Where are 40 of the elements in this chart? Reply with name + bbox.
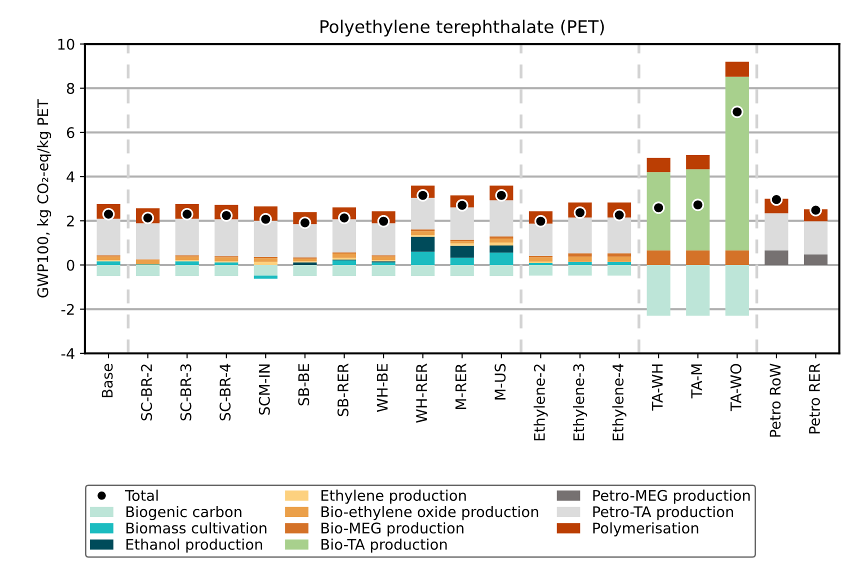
y-tick-label: 8 (66, 82, 74, 94)
x-tick-label: TA-WH (652, 364, 663, 411)
legend-label: Ethanol production (126, 538, 262, 553)
legend-label: Biogenic carbon (126, 506, 242, 520)
x-tick-label: WH-BE (376, 364, 388, 412)
legend-label: Petro-TA production (593, 506, 734, 520)
x-tick-label: M-RER (456, 364, 466, 409)
legend-label: Biomass cultivation (126, 522, 266, 534)
y-tick-label: 6 (66, 127, 74, 138)
x-tick-label: SB-RER (337, 364, 348, 416)
legend-label: Total (124, 490, 158, 501)
x-tick-label: WH-RER (416, 364, 427, 423)
y-tick-label: 4 (66, 172, 74, 182)
x-tick-label: M-US (494, 364, 506, 400)
x-tick-label: SC-BR-3 (180, 364, 192, 420)
legend-label: Petro-MEG production (593, 490, 750, 504)
y-tick-label: 0 (66, 260, 74, 271)
x-tick-label: SCM-IN (258, 364, 270, 415)
x-tick-label: TA-WO (730, 364, 742, 412)
x-tick-label: TA-M (691, 364, 702, 398)
legend-label: Ethylene production (322, 490, 466, 504)
x-tick-label: Ethylene-3 (572, 364, 588, 440)
x-tick-label: SC-BR-2 (141, 364, 152, 420)
x-tick-label: Petro RoW (770, 364, 781, 437)
legend-label: Polymerisation (593, 522, 698, 536)
y-tick-label: 2 (67, 216, 74, 226)
x-tick-label: Petro RER (809, 364, 820, 434)
chart-title: Polyethylene terephthalate (PET) (320, 20, 604, 37)
y-tick-label: -2 (61, 304, 74, 315)
x-tick-label: Base (102, 364, 113, 398)
y-axis-title: GWP100, kg CO₂-eq/kg PET (36, 99, 52, 298)
x-tick-label: Ethylene-2 (534, 364, 548, 440)
legend-label: Bio-ethylene oxide production (322, 506, 538, 520)
x-tick-label: SC-BR-4 (220, 364, 231, 420)
x-tick-label: SB-BE (298, 364, 310, 406)
legend-label: Bio-TA production (322, 538, 447, 553)
x-tick-label: Ethylene-4 (612, 364, 626, 440)
y-tick-label: -4 (61, 348, 74, 359)
y-tick-label: 10 (58, 38, 74, 50)
legend-label: Bio-MEG production (322, 522, 464, 536)
